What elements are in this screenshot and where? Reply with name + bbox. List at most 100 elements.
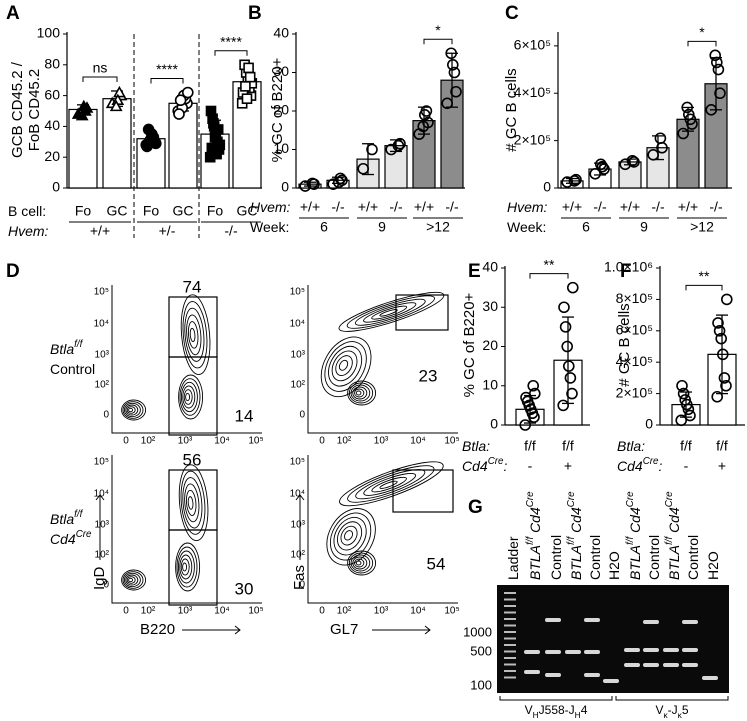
point xyxy=(75,108,89,121)
point xyxy=(566,387,578,400)
significance-bracket xyxy=(82,76,118,82)
axis-arrow xyxy=(95,494,105,560)
contour xyxy=(350,554,371,572)
x-tick-label: 0 xyxy=(123,436,129,447)
contour xyxy=(189,327,196,343)
text-part: κ xyxy=(663,710,668,720)
gate-percent: 14 xyxy=(235,406,254,425)
text-part: Cd4 xyxy=(527,507,543,537)
text-part: B cell: xyxy=(8,203,46,219)
contour xyxy=(180,381,198,413)
contour xyxy=(126,576,136,584)
text-part: Hvem: xyxy=(250,199,291,215)
y-tick-label: 10² xyxy=(291,380,306,391)
gate-percent: 74 xyxy=(183,277,202,296)
contour xyxy=(184,307,205,362)
contour xyxy=(179,554,193,580)
lane-label: Control xyxy=(646,535,662,580)
y-tick-label: 40 xyxy=(44,117,60,133)
x-tick-label: f/f xyxy=(562,438,574,454)
point xyxy=(714,87,726,100)
contour xyxy=(177,550,195,584)
x-tick-label: 10⁴ xyxy=(214,436,229,447)
gate-percent: 23 xyxy=(419,366,438,385)
y-tick-label: 20 xyxy=(273,102,289,118)
point xyxy=(109,99,123,112)
row-label: B cell: xyxy=(8,203,46,219)
point xyxy=(558,301,570,314)
lane-label: BTLAf/f Cd4Cre xyxy=(625,491,643,580)
contour xyxy=(175,542,201,592)
significance-label: **** xyxy=(156,61,178,77)
point xyxy=(679,394,692,406)
y-tick-label: 1.0×10⁶ xyxy=(604,259,653,275)
x-tick-label: 10⁴ xyxy=(410,606,425,617)
text-part: f/f xyxy=(566,536,577,545)
ladder-band xyxy=(504,624,516,627)
contour xyxy=(184,483,200,523)
point xyxy=(628,156,640,168)
y-tick-label: 30 xyxy=(482,298,498,314)
point xyxy=(174,94,187,107)
x-tick-label: -/- xyxy=(709,199,723,215)
y-tick-label: 0 xyxy=(645,416,653,432)
y-tick-label: 0 xyxy=(299,580,305,591)
text-part: Cd4 xyxy=(50,531,76,547)
lane-label: H2O xyxy=(705,551,721,580)
contour xyxy=(126,406,136,414)
y-tick-label: 4×10⁵ xyxy=(616,353,653,369)
point xyxy=(150,137,162,150)
x-tick-label: 10² xyxy=(141,606,156,617)
row-label: Hvem: xyxy=(8,223,49,239)
x-tick-label: 10² xyxy=(337,436,352,447)
text-part: Cre xyxy=(566,491,577,507)
y-tick-label: 10⁴ xyxy=(290,489,305,500)
point xyxy=(715,332,728,345)
row-label: Btla: xyxy=(462,438,490,454)
band xyxy=(624,663,640,667)
x-tick-label: 10² xyxy=(337,606,352,617)
y-tick-label: 10² xyxy=(95,380,110,391)
ladder-band xyxy=(504,605,516,607)
contour xyxy=(363,302,417,323)
row-label: Week: xyxy=(250,219,289,235)
contour xyxy=(123,572,141,588)
group-label: 9 xyxy=(378,219,386,235)
band xyxy=(584,618,600,622)
y-axis-label: GCB CD45.2 / xyxy=(9,61,26,158)
point xyxy=(206,142,218,154)
point xyxy=(445,47,458,60)
group-label: - xyxy=(684,458,689,474)
text-part: V xyxy=(655,703,663,717)
band xyxy=(524,670,540,674)
point xyxy=(441,97,454,110)
y-tick-label: 0 xyxy=(103,410,109,421)
point xyxy=(684,409,696,422)
x-tick-label: -/- xyxy=(651,199,665,215)
group-label: >12 xyxy=(426,219,450,235)
text-part: Cd4 xyxy=(666,507,682,537)
band xyxy=(682,648,698,652)
y-axis-label: # GC B cells xyxy=(503,68,520,151)
band xyxy=(643,620,659,624)
row-label: Hvem: xyxy=(250,199,291,215)
band xyxy=(584,673,600,677)
band xyxy=(603,679,619,683)
gate xyxy=(395,294,449,331)
contour xyxy=(329,512,372,561)
point xyxy=(647,149,660,161)
y-tick-label: 10⁵ xyxy=(94,287,109,298)
contour xyxy=(335,355,353,376)
band xyxy=(663,663,679,667)
axis-arrow xyxy=(372,625,431,635)
point xyxy=(519,419,532,431)
ladder-band xyxy=(504,592,516,594)
contour xyxy=(128,577,134,583)
ladder-band xyxy=(504,598,516,601)
x-tick-label: GC xyxy=(237,203,258,219)
point xyxy=(448,66,461,79)
plot-frame xyxy=(307,285,458,434)
text-part: 4 xyxy=(581,703,588,717)
lane-label: BTLAf/f Cd4Cre xyxy=(525,491,543,580)
x-tick-label: 0 xyxy=(319,436,325,447)
